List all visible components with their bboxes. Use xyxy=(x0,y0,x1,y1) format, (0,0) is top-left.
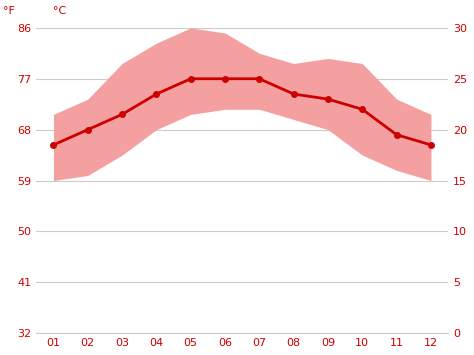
Text: °F: °F xyxy=(3,6,15,16)
Text: °C: °C xyxy=(53,6,66,16)
